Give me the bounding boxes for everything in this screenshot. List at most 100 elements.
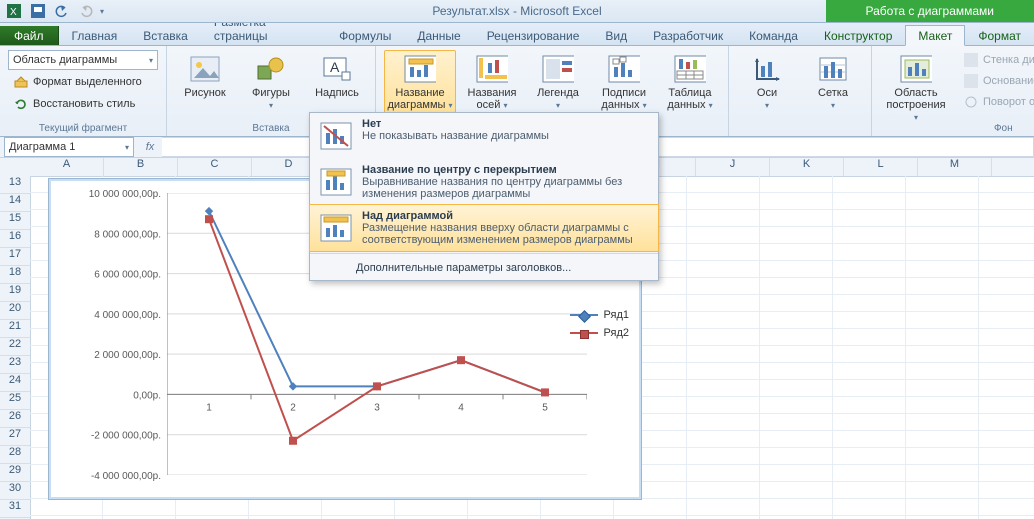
svg-text:-4 000 000,00p.: -4 000 000,00p. xyxy=(91,471,161,482)
dd-more-options[interactable]: Дополнительные параметры заголовков... xyxy=(310,256,658,280)
tab-data[interactable]: Данные xyxy=(404,25,473,45)
tab-formulas[interactable]: Формулы xyxy=(326,25,404,45)
group-current-selection: Область диаграммы ▾ Формат выделенного В… xyxy=(0,46,167,136)
svg-text:5: 5 xyxy=(542,402,548,413)
group-title-current: Текущий фрагмент xyxy=(0,123,166,134)
column-header[interactable]: M xyxy=(918,158,992,176)
row-header[interactable]: 20 xyxy=(0,302,30,320)
chart-element-selector[interactable]: Область диаграммы ▾ xyxy=(8,50,158,70)
dd-icon-centered xyxy=(318,164,354,200)
name-box[interactable]: Диаграмма 1 ▾ xyxy=(4,137,134,157)
row-header[interactable]: 31 xyxy=(0,500,30,518)
textbox-icon: A xyxy=(321,53,353,85)
chart-wall-icon xyxy=(963,52,979,68)
save-icon[interactable] xyxy=(28,1,48,21)
column-header[interactable]: C xyxy=(178,158,252,176)
row-header[interactable]: 25 xyxy=(0,392,30,410)
undo-icon[interactable] xyxy=(52,1,72,21)
chevron-down-icon: ▾ xyxy=(125,143,129,152)
svg-text:4 000 000,00p.: 4 000 000,00p. xyxy=(94,310,161,321)
plot-area-button[interactable]: Область построения ▾ xyxy=(880,50,952,127)
qat-customize-icon[interactable]: ▾ xyxy=(100,7,104,16)
svg-text:3: 3 xyxy=(374,402,380,413)
legend-item-1: Ряд1 xyxy=(570,309,629,321)
chevron-down-icon: ▾ xyxy=(149,56,153,65)
gridlines-icon xyxy=(817,53,849,85)
chart-legend: Ряд1 Ряд2 xyxy=(570,309,629,345)
reset-style-icon xyxy=(13,96,29,112)
insert-picture-button[interactable]: Рисунок xyxy=(175,50,235,102)
tab-developer[interactable]: Разработчик xyxy=(640,25,736,45)
insert-shapes-button[interactable]: Фигуры▾ xyxy=(241,50,301,115)
group-axes: Оси▾ Сетка▾ xyxy=(729,46,872,136)
tab-chart-design[interactable]: Конструктор xyxy=(811,25,905,45)
row-header[interactable]: 16 xyxy=(0,230,30,248)
fx-label[interactable]: fx xyxy=(138,141,162,153)
row-headers[interactable]: 1314151617181920212223242526272829303132… xyxy=(0,158,31,519)
axes-button[interactable]: Оси▾ xyxy=(737,50,797,115)
svg-text:1: 1 xyxy=(206,402,212,413)
title-bar: X ▾ Результат.xlsx - Microsoft Excel Раб… xyxy=(0,0,1034,23)
data-table-icon xyxy=(674,53,706,85)
row-header[interactable]: 15 xyxy=(0,212,30,230)
row-header[interactable]: 28 xyxy=(0,446,30,464)
svg-text:2 000 000,00p.: 2 000 000,00p. xyxy=(94,350,161,361)
gridlines-button[interactable]: Сетка▾ xyxy=(803,50,863,115)
dd-item-none[interactable]: НетНе показывать название диаграммы xyxy=(310,113,658,159)
format-selection-button[interactable]: Формат выделенного xyxy=(8,72,147,92)
tab-file[interactable]: Файл xyxy=(0,26,59,45)
tab-insert[interactable]: Вставка xyxy=(130,25,201,45)
column-header[interactable]: K xyxy=(770,158,844,176)
plot-area-icon xyxy=(900,53,932,85)
column-header[interactable]: B xyxy=(104,158,178,176)
row-header[interactable]: 17 xyxy=(0,248,30,266)
axis-titles-button[interactable]: Названия осей ▾ xyxy=(462,50,522,115)
row-header[interactable]: 21 xyxy=(0,320,30,338)
row-header[interactable]: 22 xyxy=(0,338,30,356)
redo-icon[interactable] xyxy=(76,1,96,21)
chart-y-axis-labels: 10 000 000,00p.8 000 000,00p.6 000 000,0… xyxy=(49,179,167,499)
tab-review[interactable]: Рецензирование xyxy=(474,25,593,45)
3d-rotation-button: Поворот объемной фигуры xyxy=(958,92,1034,112)
reset-style-button[interactable]: Восстановить стиль xyxy=(8,94,140,114)
data-table-button[interactable]: Таблица данных ▾ xyxy=(660,50,720,115)
svg-text:4: 4 xyxy=(458,402,464,413)
name-box-value: Диаграмма 1 xyxy=(9,141,75,153)
row-header[interactable]: 24 xyxy=(0,374,30,392)
insert-textbox-button[interactable]: A Надпись xyxy=(307,50,367,102)
column-header[interactable]: J xyxy=(696,158,770,176)
tab-view[interactable]: Вид xyxy=(592,25,640,45)
row-header[interactable]: 27 xyxy=(0,428,30,446)
chart-floor-button: Основание диаграммы ▾ xyxy=(958,71,1034,91)
svg-text:X: X xyxy=(10,7,17,18)
row-header[interactable]: 19 xyxy=(0,284,30,302)
dd-item-centered-overlay[interactable]: Название по центру с перекрытиемВыравнив… xyxy=(310,159,658,205)
tab-home[interactable]: Главная xyxy=(59,25,131,45)
row-header[interactable]: 30 xyxy=(0,482,30,500)
dd-item-above-chart[interactable]: Над диаграммойРазмещение названия вверху… xyxy=(309,204,659,252)
tab-chart-format[interactable]: Формат xyxy=(965,25,1034,45)
row-header[interactable]: 26 xyxy=(0,410,30,428)
chart-title-icon xyxy=(404,53,436,85)
column-header[interactable]: A xyxy=(30,158,104,176)
tab-chart-layout[interactable]: Макет xyxy=(905,25,965,46)
excel-icon[interactable]: X xyxy=(4,1,24,21)
data-labels-button[interactable]: Подписи данных ▾ xyxy=(594,50,654,115)
chart-title-button[interactable]: Название диаграммы ▾ xyxy=(384,50,456,115)
svg-text:6 000 000,00p.: 6 000 000,00p. xyxy=(94,270,161,281)
row-header[interactable]: 18 xyxy=(0,266,30,284)
row-header[interactable]: 14 xyxy=(0,194,30,212)
shapes-icon xyxy=(255,53,287,85)
tab-team[interactable]: Команда xyxy=(736,25,811,45)
column-header[interactable]: L xyxy=(844,158,918,176)
axis-titles-icon xyxy=(476,53,508,85)
svg-text:A: A xyxy=(330,59,340,75)
picture-icon xyxy=(189,53,221,85)
row-header[interactable]: 29 xyxy=(0,464,30,482)
data-labels-icon xyxy=(608,53,640,85)
row-header[interactable]: 13 xyxy=(0,176,30,194)
svg-text:0,00p.: 0,00p. xyxy=(133,390,161,401)
legend-icon xyxy=(542,53,574,85)
legend-button[interactable]: Легенда▾ xyxy=(528,50,588,115)
row-header[interactable]: 23 xyxy=(0,356,30,374)
